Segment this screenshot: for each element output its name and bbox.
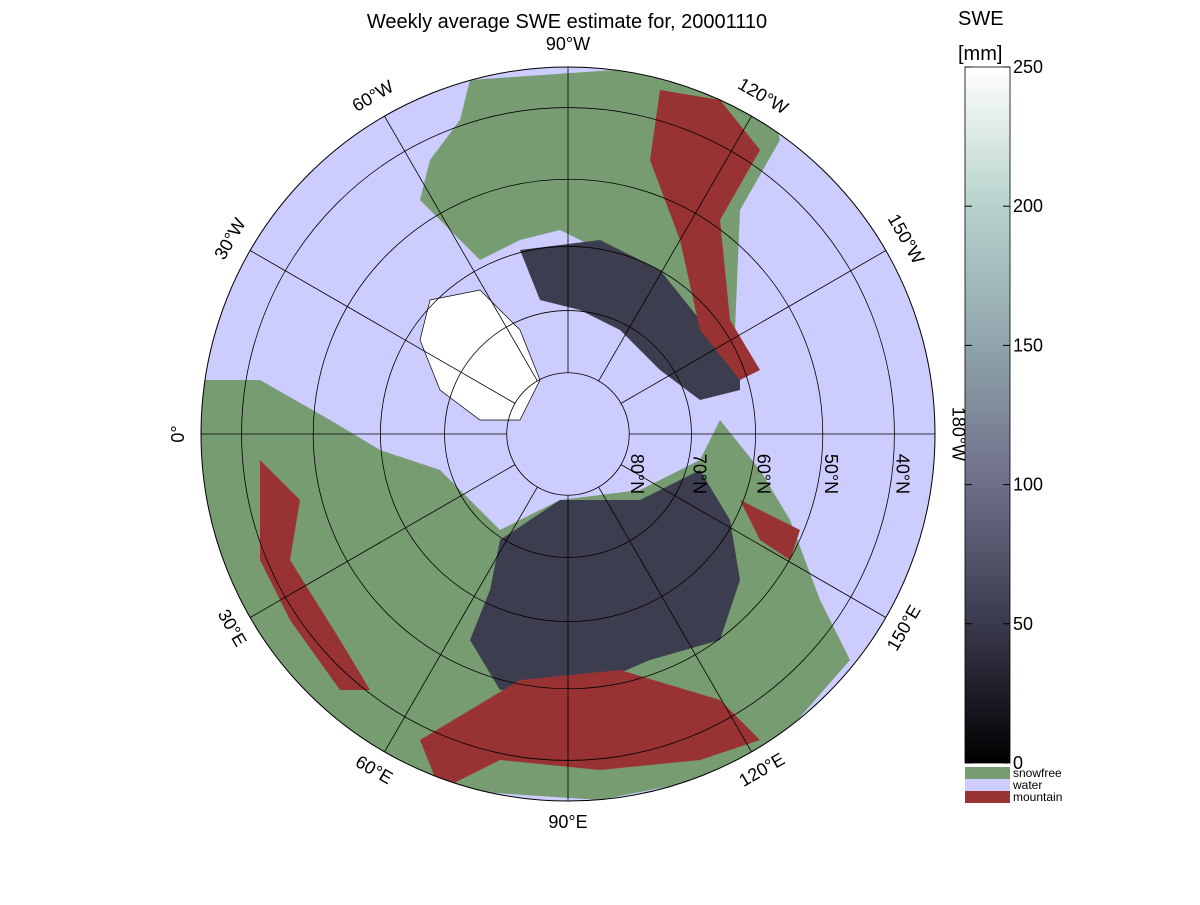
longitude-label: 90°W — [546, 34, 590, 54]
longitude-label: 60°E — [352, 751, 396, 788]
legend-label: water — [1012, 778, 1042, 792]
colorbar-unit: [mm] — [958, 43, 1002, 65]
latitude-label: 60°N — [754, 454, 774, 494]
colorbar-title: SWE — [958, 8, 1004, 30]
eurasia-snow — [470, 470, 740, 690]
na-snow — [520, 240, 740, 400]
colorbar-tick-label: 0 — [1013, 753, 1023, 773]
longitude-line — [249, 250, 516, 404]
latitude-label: 80°N — [627, 454, 647, 494]
title: Weekly average SWE estimate for, 2000111… — [367, 11, 767, 33]
longitude-label: 180°W — [948, 407, 968, 461]
colorbar-tick-label: 200 — [1013, 196, 1043, 216]
graticule — [201, 67, 935, 801]
longitude-label: 90°E — [548, 812, 587, 832]
longitude-line — [620, 250, 887, 404]
longitude-label: 30°E — [214, 606, 251, 650]
colorbar-ramp — [964, 66, 1011, 764]
na-mountain — [650, 90, 760, 380]
longitude-line — [384, 486, 538, 753]
east-asia-mountain — [740, 500, 800, 560]
map-boundary — [200, 66, 936, 802]
colorbar-tick-label: 250 — [1013, 57, 1043, 77]
legend-swatch — [965, 791, 1010, 803]
longitude-label: 30°W — [210, 215, 249, 263]
legend-swatch — [965, 779, 1010, 791]
colorbar-tick-label: 50 — [1013, 614, 1033, 634]
greenland — [419, 289, 541, 421]
longitude-label: 60°W — [349, 76, 397, 115]
longitude-line — [249, 464, 516, 618]
longitude-line — [598, 486, 752, 753]
longitude-line — [620, 464, 887, 618]
map-disk — [201, 67, 935, 801]
latitude-label: 40°N — [892, 454, 912, 494]
eurasia-mountain — [420, 670, 760, 790]
longitude-line — [384, 115, 538, 382]
legend-swatch — [965, 767, 1010, 779]
longitude-line — [598, 115, 752, 382]
scandinavia-mountain — [260, 460, 370, 690]
latitude-label: 50°N — [821, 454, 841, 494]
legend-label: mountain — [1013, 790, 1062, 804]
colorbar-tick-label: 100 — [1013, 475, 1043, 495]
legend-label: snowfree — [1013, 766, 1062, 780]
latitude-label: 70°N — [689, 454, 709, 494]
colorbar: SWE [mm] 0 50 100 150 200 250 snowfreewatermou… — [958, 8, 1062, 804]
colorbar-tick-label: 150 — [1013, 335, 1043, 355]
longitude-label: 0° — [168, 425, 188, 442]
